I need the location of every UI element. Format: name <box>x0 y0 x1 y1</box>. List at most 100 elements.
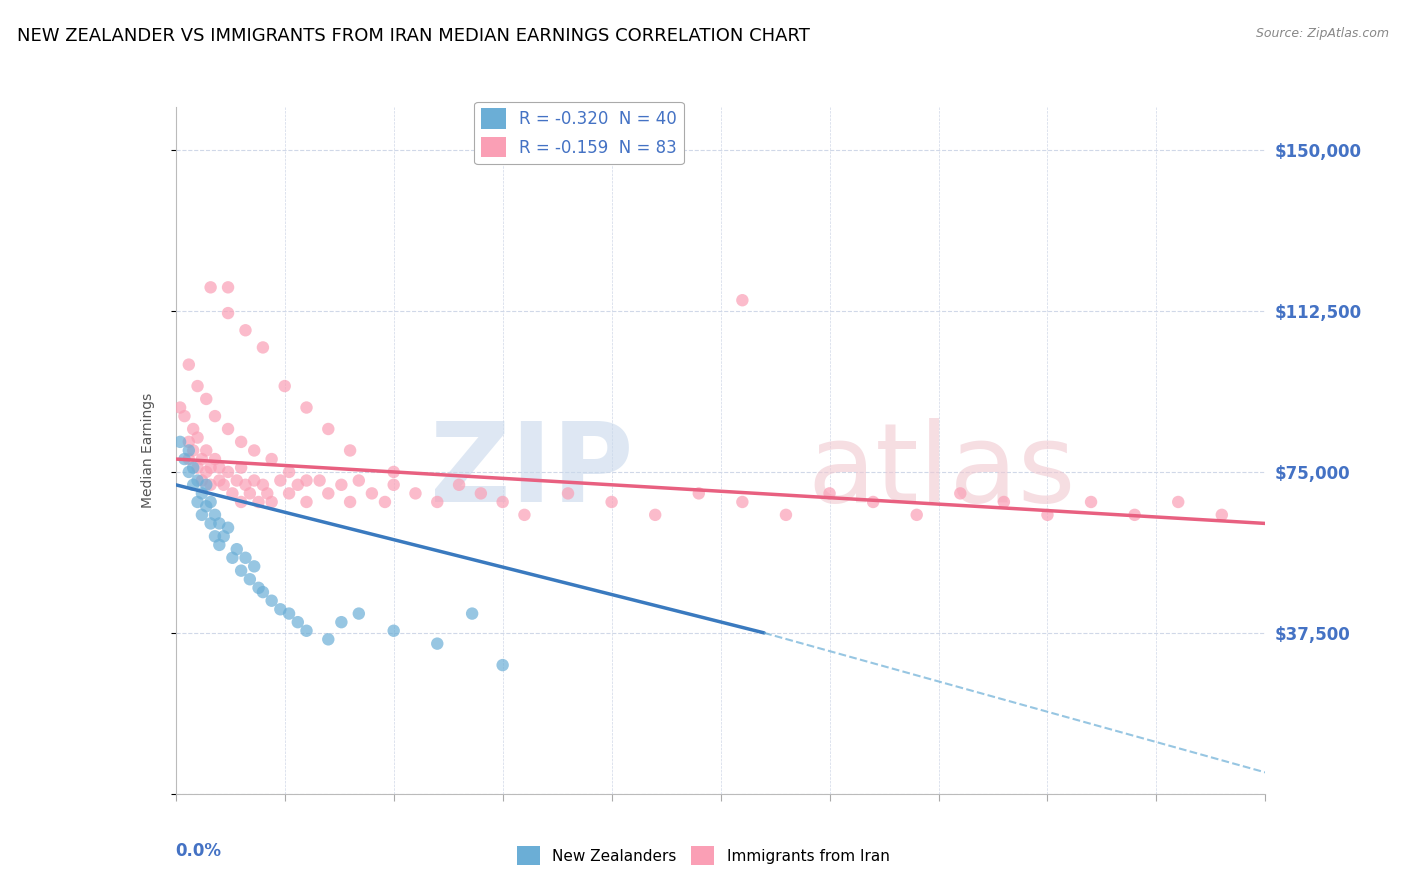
Point <box>308 474 330 488</box>
Point <box>208 474 231 488</box>
Point <box>269 474 291 488</box>
Point <box>426 637 449 651</box>
Point <box>204 452 226 467</box>
Point <box>252 585 274 599</box>
Point <box>374 495 396 509</box>
Point <box>492 495 515 509</box>
Point <box>217 306 239 320</box>
Point <box>235 478 257 492</box>
Point <box>212 529 235 543</box>
Point <box>200 516 222 531</box>
Point <box>225 542 247 557</box>
Point <box>382 624 405 638</box>
Point <box>177 452 200 467</box>
Point <box>191 452 214 467</box>
Point <box>231 564 253 578</box>
Point <box>177 465 200 479</box>
Point <box>173 452 195 467</box>
Point <box>260 593 283 607</box>
Point <box>177 443 200 458</box>
Point <box>274 379 297 393</box>
Text: NEW ZEALANDER VS IMMIGRANTS FROM IRAN MEDIAN EARNINGS CORRELATION CHART: NEW ZEALANDER VS IMMIGRANTS FROM IRAN ME… <box>17 27 810 45</box>
Point <box>247 581 270 595</box>
Point <box>278 465 301 479</box>
Point <box>195 500 218 514</box>
Point <box>426 495 449 509</box>
Text: Source: ZipAtlas.com: Source: ZipAtlas.com <box>1256 27 1389 40</box>
Point <box>557 486 579 500</box>
Point <box>191 486 214 500</box>
Point <box>195 443 218 458</box>
Point <box>247 495 270 509</box>
Point <box>243 474 266 488</box>
Point <box>1211 508 1233 522</box>
Point <box>287 615 309 630</box>
Point <box>862 495 884 509</box>
Point <box>186 431 209 445</box>
Point <box>217 280 239 294</box>
Point <box>186 460 209 475</box>
Point <box>269 602 291 616</box>
Y-axis label: Median Earnings: Median Earnings <box>141 392 155 508</box>
Point <box>278 607 301 621</box>
Point <box>295 401 318 415</box>
Point <box>278 486 301 500</box>
Point <box>513 508 536 522</box>
Point <box>186 495 209 509</box>
Point <box>318 486 340 500</box>
Point <box>256 486 278 500</box>
Point <box>1123 508 1146 522</box>
Point <box>200 495 222 509</box>
Point <box>177 434 200 449</box>
Point <box>221 550 243 565</box>
Point <box>252 478 274 492</box>
Point <box>318 422 340 436</box>
Point <box>287 478 309 492</box>
Point <box>181 422 204 436</box>
Point <box>204 529 226 543</box>
Point <box>731 293 754 308</box>
Point <box>405 486 427 500</box>
Point <box>208 516 231 531</box>
Point <box>200 460 222 475</box>
Point <box>186 474 209 488</box>
Point <box>195 392 218 406</box>
Point <box>181 443 204 458</box>
Point <box>1080 495 1102 509</box>
Point <box>347 607 370 621</box>
Point <box>330 615 353 630</box>
Point <box>360 486 382 500</box>
Point <box>208 538 231 552</box>
Point <box>993 495 1015 509</box>
Point <box>169 434 191 449</box>
Point <box>775 508 797 522</box>
Point <box>204 409 226 423</box>
Point <box>235 323 257 337</box>
Point <box>461 607 484 621</box>
Point <box>239 486 262 500</box>
Point <box>644 508 666 522</box>
Point <box>382 478 405 492</box>
Point <box>217 422 239 436</box>
Point <box>260 495 283 509</box>
Text: atlas: atlas <box>807 417 1076 524</box>
Point <box>243 559 266 574</box>
Point <box>231 460 253 475</box>
Point <box>295 495 318 509</box>
Point <box>169 401 191 415</box>
Point <box>195 478 218 492</box>
Point <box>235 550 257 565</box>
Point <box>731 495 754 509</box>
Point <box>177 358 200 372</box>
Point <box>492 658 515 673</box>
Point <box>200 280 222 294</box>
Point <box>181 478 204 492</box>
Point <box>239 572 262 586</box>
Point <box>173 409 195 423</box>
Point <box>204 508 226 522</box>
Point <box>231 495 253 509</box>
Text: ZIP: ZIP <box>430 417 633 524</box>
Point <box>688 486 710 500</box>
Point <box>600 495 623 509</box>
Point <box>243 443 266 458</box>
